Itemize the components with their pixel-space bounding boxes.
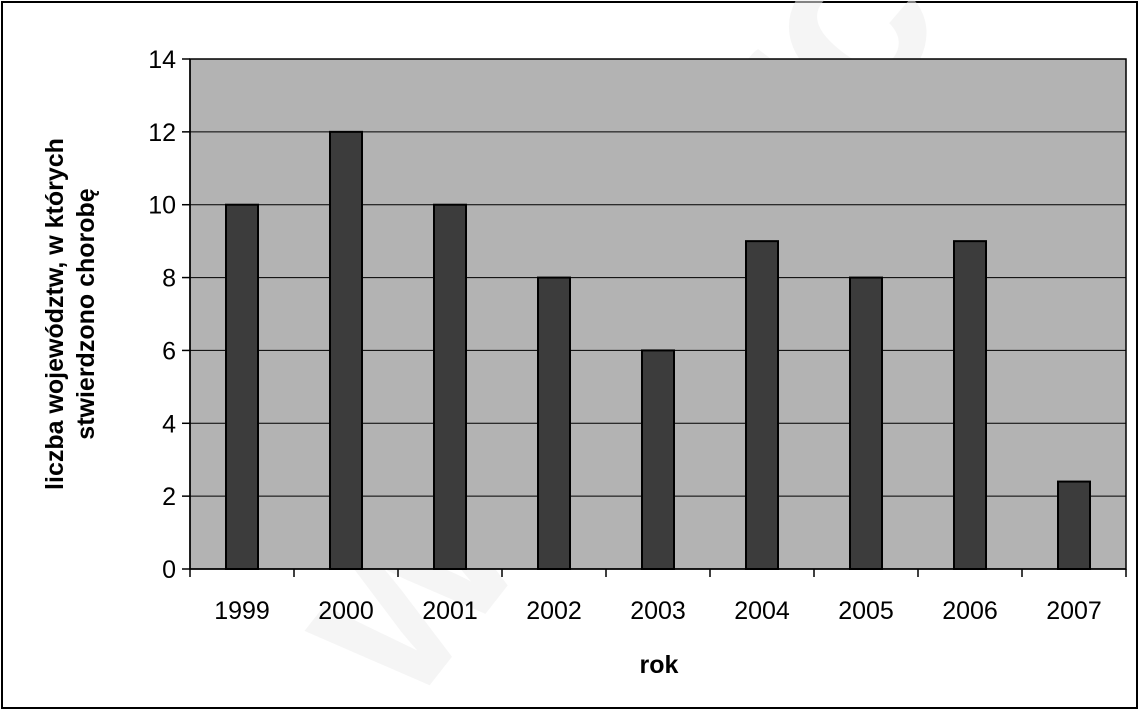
y-tick-label: 6 [162, 337, 176, 365]
y-tick-label: 2 [162, 483, 176, 511]
y-tick-labels: 0 2 4 6 8 10 12 14 [148, 46, 176, 584]
bar-2003 [641, 349, 675, 570]
y-tick-label: 12 [148, 119, 176, 147]
y-tick-label: 4 [162, 410, 176, 438]
x-tick-label-2000: 2000 [318, 597, 374, 625]
x-tick-label-2003: 2003 [630, 597, 686, 625]
x-tick-label-2006: 2006 [942, 597, 998, 625]
bar-2004 [745, 240, 779, 570]
y-axis-label-line-2: stwierdzono chorobę [72, 188, 100, 440]
bar-2002 [537, 276, 571, 570]
x-tick-label-2007: 2007 [1046, 597, 1102, 625]
bar-2000 [329, 130, 363, 570]
y-axis-label-line-1: liczba województw, w których [41, 138, 69, 490]
bars [225, 130, 1091, 571]
y-tick-label: 10 [148, 192, 176, 220]
axes [182, 58, 1127, 577]
bar-2005 [849, 276, 883, 570]
x-tick-label-2001: 2001 [422, 597, 478, 625]
bar-2006 [953, 240, 987, 570]
bar-2001 [433, 203, 467, 570]
y-tick-label: 0 [162, 556, 176, 584]
x-tick-labels: 1999 2000 2001 2002 2003 2004 2005 2006 2007 [214, 597, 1102, 625]
x-tick-label-1999: 1999 [214, 597, 270, 625]
x-tick-label-2002: 2002 [526, 597, 582, 625]
x-axis-label: rok [640, 651, 679, 679]
y-axis-label: liczba województw, w których stwierdzono… [41, 138, 100, 490]
bar-2007 [1057, 480, 1091, 571]
x-tick-label-2004: 2004 [734, 597, 790, 625]
bar-1999 [225, 203, 259, 570]
y-tick-label: 8 [162, 265, 176, 293]
x-tick-label-2005: 2005 [838, 597, 894, 625]
y-tick-label: 14 [148, 46, 176, 74]
